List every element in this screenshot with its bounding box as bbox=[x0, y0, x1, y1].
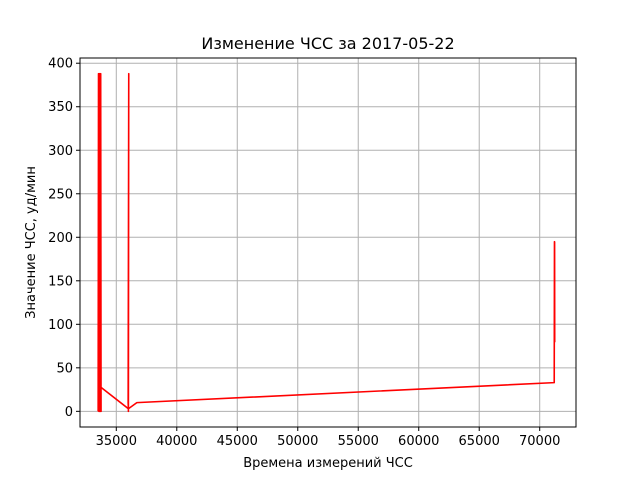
x-tick-label: 60000 bbox=[398, 434, 439, 449]
series-line bbox=[97, 72, 556, 413]
y-tick-label: 400 bbox=[48, 57, 73, 72]
plot-area-frame bbox=[79, 57, 577, 428]
x-tick-label: 40000 bbox=[156, 434, 197, 449]
x-tick-label: 35000 bbox=[96, 434, 137, 449]
x-tick-label: 55000 bbox=[338, 434, 379, 449]
y-tick-label: 50 bbox=[56, 361, 73, 376]
x-tick-label: 65000 bbox=[459, 434, 500, 449]
x-gridlines bbox=[115, 58, 541, 427]
y-tick-label: 0 bbox=[65, 405, 73, 420]
y-tick-label: 200 bbox=[48, 231, 73, 246]
y-axis-label: Значение ЧСС, уд/мин bbox=[24, 166, 39, 319]
x-tick-label: 45000 bbox=[217, 434, 258, 449]
y-tick-label: 100 bbox=[48, 318, 73, 333]
chart-title: Изменение ЧСС за 2017-05-22 bbox=[201, 34, 454, 53]
y-tick-label: 350 bbox=[48, 100, 73, 115]
x-axis-ticks: 35000 40000 45000 50000 55000 60000 65000 70000 bbox=[96, 427, 560, 449]
y-tick-label: 300 bbox=[48, 144, 73, 159]
x-axis-label: Времена измерений ЧСС bbox=[243, 456, 413, 471]
y-gridlines bbox=[80, 62, 576, 412]
series-layer bbox=[97, 72, 556, 413]
y-axis-ticks: 0 50 100 150 200 250 300 350 400 bbox=[48, 57, 80, 420]
y-tick-label: 150 bbox=[48, 274, 73, 289]
x-tick-label: 70000 bbox=[519, 434, 560, 449]
x-tick-label: 50000 bbox=[277, 434, 318, 449]
y-tick-label: 250 bbox=[48, 187, 73, 202]
